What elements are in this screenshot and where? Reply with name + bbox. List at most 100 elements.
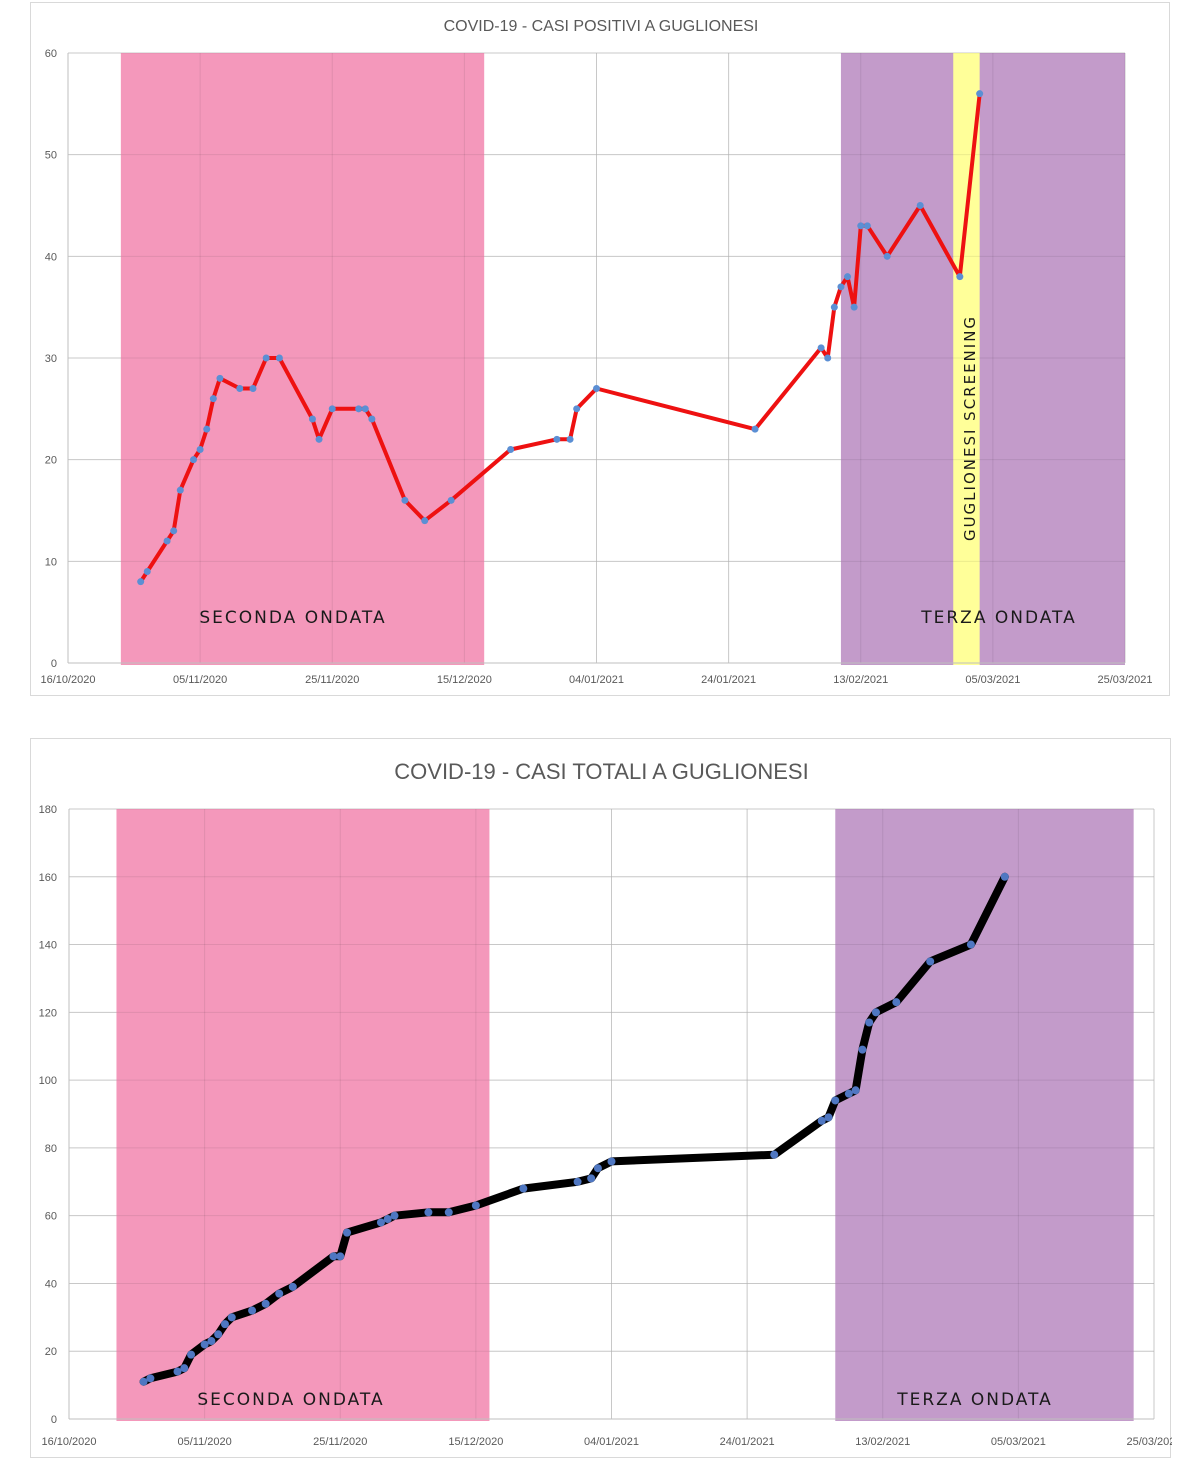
data-point xyxy=(892,998,901,1007)
data-point xyxy=(507,446,515,453)
y-tick-label: 140 xyxy=(39,940,57,952)
data-point xyxy=(865,1018,874,1027)
band-label: GUGLIONESI SCREENING xyxy=(961,315,979,541)
band-label: SECONDA ONDATA xyxy=(197,1390,384,1410)
data-point xyxy=(248,1306,257,1315)
data-point xyxy=(573,405,581,413)
data-point xyxy=(858,1045,867,1054)
data-point xyxy=(139,1377,148,1386)
data-point xyxy=(837,283,845,291)
data-point xyxy=(361,405,369,413)
data-point xyxy=(883,252,891,260)
positive-cases-chart-svg: COVID-19 - CASI POSITIVI A GUGLIONESI 0 10… xyxy=(40,18,1152,686)
total-cases-chart-svg: COVID-19 - CASI TOTALI A GUGLIONESI 0 20 40… xyxy=(39,759,1172,1448)
band-terza-ondata xyxy=(840,53,1125,665)
data-point xyxy=(214,1330,223,1339)
x-tick-label: 04/01/2021 xyxy=(569,674,624,686)
data-point xyxy=(137,578,145,586)
band-seconda-ondata xyxy=(120,53,485,665)
data-point xyxy=(824,354,832,362)
x-tick-label: 15/12/2020 xyxy=(437,674,492,686)
y-tick-label: 30 xyxy=(45,353,57,365)
data-point xyxy=(315,435,323,443)
data-point xyxy=(976,90,984,98)
y-tick-label: 50 xyxy=(45,150,57,162)
x-tick-label: 13/02/2021 xyxy=(855,1436,910,1448)
x-tick-label: 25/03/2021 xyxy=(1097,674,1152,686)
data-point xyxy=(261,1299,270,1308)
data-point xyxy=(176,486,184,494)
data-point xyxy=(857,222,865,230)
data-point xyxy=(956,273,964,281)
data-point xyxy=(308,415,316,423)
data-point xyxy=(844,273,852,281)
data-point xyxy=(336,1252,345,1261)
data-point xyxy=(1000,872,1009,881)
data-point xyxy=(376,1218,385,1227)
band-seconda-ondata xyxy=(116,809,490,1421)
data-point xyxy=(593,1164,602,1173)
data-point xyxy=(383,1215,392,1224)
x-tick-label: 24/01/2021 xyxy=(701,674,756,686)
data-point xyxy=(180,1364,189,1373)
data-point xyxy=(553,435,561,443)
x-tick-label: 24/01/2021 xyxy=(720,1436,775,1448)
x-tick-label: 04/01/2021 xyxy=(584,1436,639,1448)
data-point xyxy=(190,456,198,464)
band-label: TERZA ONDATA xyxy=(896,1390,1053,1410)
y-tick-label: 120 xyxy=(39,1007,57,1019)
x-tick-label: 25/03/2021 xyxy=(1126,1436,1172,1448)
data-point xyxy=(343,1228,352,1237)
y-tick-label: 60 xyxy=(45,1211,57,1223)
data-point xyxy=(170,527,178,535)
y-tick-label: 180 xyxy=(39,804,57,816)
y-tick-label: 0 xyxy=(51,658,57,670)
x-tick-label: 05/11/2020 xyxy=(178,1436,232,1448)
data-point xyxy=(751,425,759,433)
x-tick-label: 05/03/2021 xyxy=(991,1436,1046,1448)
data-point xyxy=(817,344,825,352)
data-point xyxy=(249,385,257,392)
x-tick-label: 25/11/2020 xyxy=(313,1436,367,1448)
y-tick-label: 0 xyxy=(51,1414,57,1426)
y-tick-label: 40 xyxy=(45,1278,57,1290)
data-point xyxy=(587,1174,596,1183)
data-point xyxy=(368,415,376,423)
total-cases-chart: COVID-19 - CASI TOTALI A GUGLIONESI 0 20 40… xyxy=(30,738,1172,1458)
data-point xyxy=(863,222,871,230)
data-point xyxy=(519,1184,528,1193)
data-point xyxy=(830,303,838,311)
data-point xyxy=(288,1282,297,1291)
data-point xyxy=(844,1089,853,1098)
x-tick-label: 25/11/2020 xyxy=(305,674,359,686)
x-tick-label: 15/12/2020 xyxy=(448,1436,503,1448)
y-tick-label: 20 xyxy=(45,1346,57,1358)
data-point xyxy=(163,537,171,545)
data-point xyxy=(831,1096,840,1105)
data-point xyxy=(227,1313,236,1322)
data-point xyxy=(275,1289,284,1298)
x-tick-label: 16/10/2020 xyxy=(40,674,95,686)
band-label: SECONDA ONDATA xyxy=(199,608,386,628)
data-point xyxy=(926,957,935,966)
data-point xyxy=(444,1208,453,1217)
y-tick-label: 80 xyxy=(45,1143,57,1155)
data-point xyxy=(421,517,429,525)
data-point xyxy=(566,435,574,443)
x-tick-label: 05/11/2020 xyxy=(173,674,227,686)
data-point xyxy=(146,1374,155,1383)
data-point xyxy=(966,940,975,949)
y-tick-label: 100 xyxy=(39,1075,57,1087)
y-tick-label: 160 xyxy=(39,872,57,884)
data-point xyxy=(203,425,211,433)
y-tick-label: 20 xyxy=(45,455,57,467)
data-point xyxy=(573,1177,582,1186)
data-point xyxy=(328,405,336,413)
data-point xyxy=(187,1350,196,1359)
y-tick-label: 40 xyxy=(45,251,57,263)
data-point xyxy=(871,1008,880,1017)
data-point xyxy=(236,385,244,392)
x-tick-label: 05/03/2021 xyxy=(965,674,1020,686)
y-tick-label: 10 xyxy=(45,556,57,568)
data-point xyxy=(196,446,204,453)
